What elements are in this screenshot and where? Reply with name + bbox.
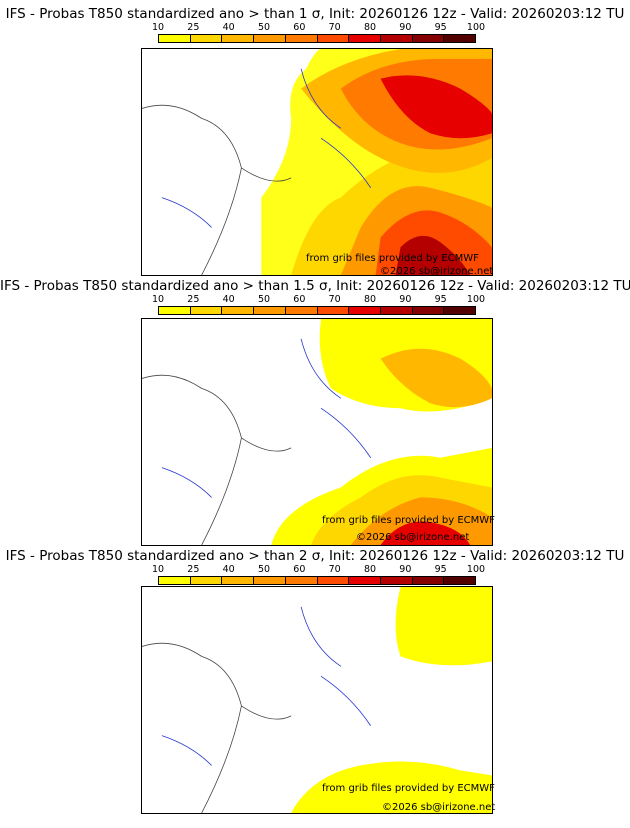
colorbar-label: 60 <box>293 564 306 575</box>
colorbar-label: 10 <box>151 294 165 305</box>
colorbar-label: 25 <box>187 294 200 305</box>
panel-2sigma: IFS - Probas T850 standardized ano > tha… <box>0 548 630 818</box>
colorbar-swatch <box>254 35 286 42</box>
colorbar-swatch <box>444 577 476 584</box>
colorbar-swatch <box>159 307 191 314</box>
colorbar-label: 80 <box>363 564 377 575</box>
colorbar-label: 100 <box>466 564 486 575</box>
panel-1sigma: IFS - Probas T850 standardized ano > tha… <box>0 6 630 277</box>
colorbar-swatch <box>444 35 476 42</box>
colorbar <box>158 306 476 315</box>
colorbar-swatch <box>317 35 350 42</box>
colorbar-swatch <box>222 35 255 42</box>
probability-map <box>141 48 493 276</box>
colorbar-label: 95 <box>434 294 447 305</box>
colorbar-swatch <box>285 307 318 314</box>
colorbar-swatch <box>412 307 445 314</box>
colorbar-label: 10 <box>151 564 165 575</box>
colorbar-swatch <box>349 35 381 42</box>
colorbar-label: 100 <box>466 294 486 305</box>
colorbar-label: 60 <box>293 22 306 33</box>
credit-source: from grib files provided by ECMWF <box>322 783 495 794</box>
colorbar-label: 95 <box>434 22 447 33</box>
colorbar-label: 60 <box>293 294 306 305</box>
panel-title: IFS - Probas T850 standardized ano > tha… <box>5 6 625 22</box>
panel-1-5sigma: IFS - Probas T850 standardized ano > tha… <box>0 278 630 548</box>
colorbar-label: 70 <box>328 22 341 33</box>
panel-title: IFS - Probas T850 standardized ano > tha… <box>0 278 630 294</box>
colorbar-label: 40 <box>222 564 235 575</box>
colorbar-label: 80 <box>363 294 377 305</box>
colorbar-label: 10 <box>151 22 165 33</box>
colorbar-swatch <box>254 307 286 314</box>
colorbar-swatch <box>285 577 318 584</box>
colorbar-swatch <box>190 577 223 584</box>
colorbar-swatch <box>190 307 223 314</box>
colorbar <box>158 34 476 43</box>
colorbar-label: 100 <box>466 22 486 33</box>
colorbar-swatch <box>285 35 318 42</box>
colorbar-swatch <box>317 577 350 584</box>
probability-map <box>141 318 493 546</box>
colorbar-label: 50 <box>257 22 271 33</box>
colorbar-swatch <box>444 307 476 314</box>
colorbar <box>158 576 476 585</box>
colorbar-label: 50 <box>257 564 271 575</box>
colorbar-labels: 10 25 40 50 60 70 80 90 95 100 <box>142 22 486 33</box>
credit-copyright: ©2026 sb@irizone.net <box>356 532 470 543</box>
colorbar-label: 95 <box>434 564 447 575</box>
colorbar-label: 90 <box>399 294 412 305</box>
colorbar-swatch <box>349 577 381 584</box>
colorbar-label: 25 <box>187 564 200 575</box>
colorbar-label: 70 <box>328 294 341 305</box>
credit-copyright: ©2026 sb@irizone.net <box>382 802 496 813</box>
colorbar-swatch <box>380 577 413 584</box>
colorbar-swatch <box>159 577 191 584</box>
colorbar-label: 50 <box>257 294 271 305</box>
panel-title: IFS - Probas T850 standardized ano > tha… <box>5 548 625 564</box>
colorbar-swatch <box>159 35 191 42</box>
credit-source: from grib files provided by ECMWF <box>306 253 479 264</box>
colorbar-label: 40 <box>222 22 235 33</box>
credit-source: from grib files provided by ECMWF <box>322 515 495 526</box>
colorbar-labels: 10 25 40 50 60 70 80 90 95 100 <box>142 294 486 305</box>
colorbar-label: 40 <box>222 294 235 305</box>
colorbar-swatch <box>412 35 445 42</box>
colorbar-swatch <box>380 35 413 42</box>
colorbar-label: 80 <box>363 22 377 33</box>
colorbar-swatch <box>222 577 255 584</box>
probability-map <box>141 586 493 814</box>
credit-copyright: ©2026 sb@irizone.net <box>380 266 494 277</box>
colorbar-label: 90 <box>399 564 412 575</box>
colorbar-swatch <box>412 577 445 584</box>
colorbar-label: 90 <box>399 22 412 33</box>
colorbar-label: 70 <box>328 564 341 575</box>
colorbar-labels: 10 25 40 50 60 70 80 90 95 100 <box>142 564 486 575</box>
colorbar-label: 25 <box>187 22 200 33</box>
colorbar-swatch <box>222 307 255 314</box>
colorbar-swatch <box>349 307 381 314</box>
colorbar-swatch <box>254 577 286 584</box>
colorbar-swatch <box>190 35 223 42</box>
colorbar-swatch <box>380 307 413 314</box>
colorbar-swatch <box>317 307 350 314</box>
